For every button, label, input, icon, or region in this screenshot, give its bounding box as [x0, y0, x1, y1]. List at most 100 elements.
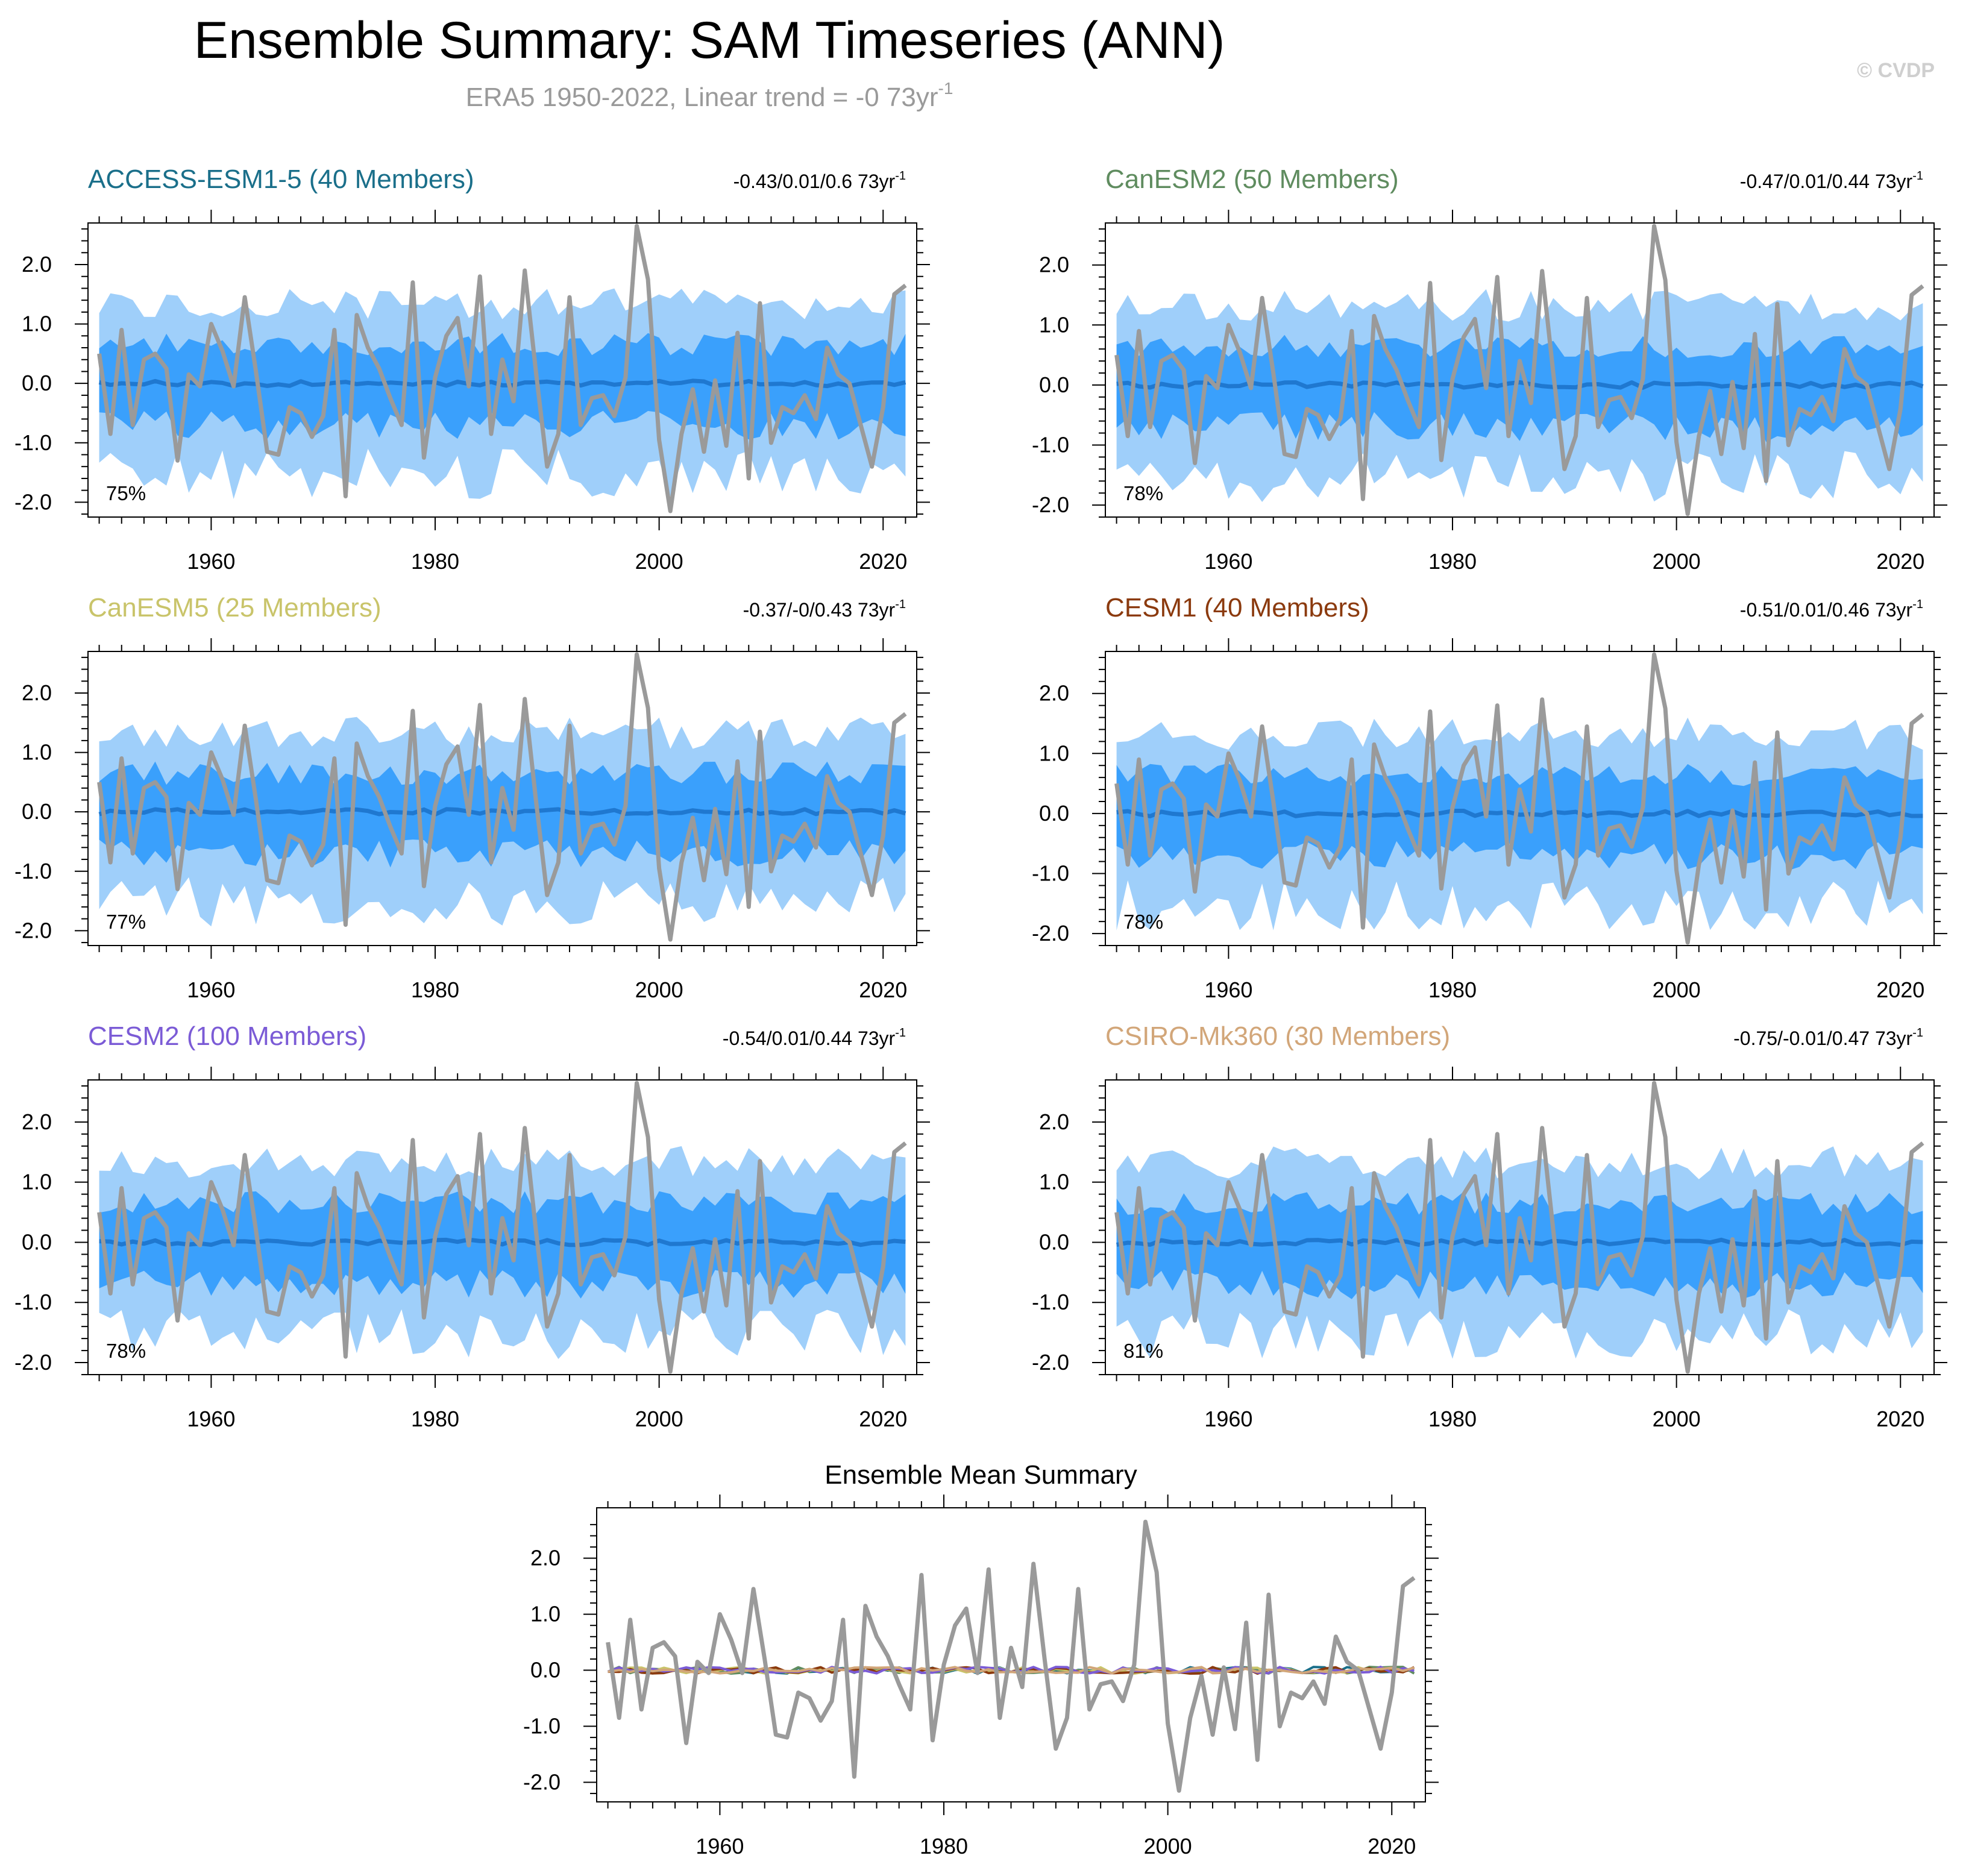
panel-title: CanESM2 (50 Members)	[1105, 165, 1399, 194]
percent-label: 77%	[106, 911, 146, 933]
x-tick-label: 2020	[1876, 1407, 1924, 1431]
trend-sup: -1	[1912, 598, 1923, 611]
trend-sup: -1	[895, 1026, 906, 1040]
y-tick-label: -1.0	[14, 430, 52, 455]
x-tick-label: 2000	[1653, 1407, 1701, 1431]
observations-line	[1114, 652, 1924, 945]
panel-title: Ensemble Mean Summary	[824, 1460, 1137, 1490]
panel-title: CanESM5 (25 Members)	[88, 593, 382, 623]
y-tick-label: -2.0	[1032, 1350, 1069, 1375]
trend-sup: -1	[895, 598, 906, 611]
trend-text: -0.51/0.01/0.46 73yr	[1740, 599, 1913, 621]
y-tick-label: 0.0	[1039, 1229, 1069, 1254]
y-tick-label: -2.0	[523, 1769, 561, 1794]
chart-panel-1: 1960 1980 2000 2020 2.0 1.0 0.0 -1.0 -2.0 ACCESS-…	[14, 165, 930, 574]
x-tick-label: 1980	[411, 549, 459, 574]
panel-title: CESM1 (40 Members)	[1105, 593, 1369, 623]
y-tick-label: -1.0	[1032, 1290, 1069, 1314]
x-tick-label: 2020	[1876, 549, 1924, 574]
observations-line	[1114, 1081, 1924, 1374]
y-tick-label: -1.0	[523, 1714, 561, 1739]
x-tick-label: 1980	[411, 977, 459, 1002]
plot-area	[1114, 1081, 1924, 1374]
chart-panel-4: 1960 1980 2000 2020 2.0 1.0 0.0 -1.0 -2.0 CESM1 (…	[1032, 593, 1947, 1002]
x-tick-label: 1980	[920, 1834, 968, 1859]
y-tick-label: 2.0	[22, 680, 52, 705]
y-tick-label: 2.0	[22, 1109, 52, 1134]
y-tick-label: -1.0	[14, 1290, 52, 1314]
trend-text: -0.54/0.01/0.44 73yr	[723, 1027, 896, 1049]
y-tick-label: -1.0	[1032, 432, 1069, 457]
plot-area	[1114, 652, 1924, 945]
trend-text: -0.75/-0.01/0.47 73yr	[1733, 1027, 1912, 1049]
ensemble-inner-band	[99, 761, 906, 868]
observations-line	[97, 652, 907, 942]
y-tick-label: 1.0	[22, 1170, 52, 1194]
trend-text: -0.43/0.01/0.6 73yr	[733, 171, 896, 192]
y-tick-label: -1.0	[14, 859, 52, 883]
x-tick-label: 1960	[1204, 549, 1252, 574]
trend-sup: -1	[1912, 1026, 1923, 1040]
y-tick-label: 1.0	[1039, 741, 1069, 765]
panel-title: ACCESS-ESM1-5 (40 Members)	[88, 165, 474, 194]
y-tick-label: 2.0	[1039, 253, 1069, 277]
panels-group: 1960 1980 2000 2020 2.0 1.0 0.0 -1.0 -2.0 ACCESS-…	[14, 165, 1947, 1859]
trend-label: -0.51/0.01/0.46 73yr-1	[1740, 598, 1923, 621]
y-tick-label: -2.0	[1032, 921, 1069, 946]
trend-label: -0.54/0.01/0.44 73yr-1	[723, 1026, 906, 1049]
y-tick-label: 0.0	[22, 1229, 52, 1254]
x-tick-label: 1960	[187, 1407, 235, 1431]
y-tick-label: 0.0	[22, 371, 52, 395]
percent-label: 78%	[1123, 482, 1163, 504]
observations-line	[1114, 224, 1924, 516]
chart-panel-5: 1960 1980 2000 2020 2.0 1.0 0.0 -1.0 -2.0 CESM2 (…	[14, 1021, 930, 1431]
trend-label: -0.43/0.01/0.6 73yr-1	[733, 169, 906, 192]
y-tick-label: 2.0	[22, 252, 52, 277]
x-tick-label: 1960	[1204, 1407, 1252, 1431]
plot-area	[97, 224, 907, 513]
plot-area	[97, 652, 907, 942]
x-tick-label: 2020	[1876, 977, 1924, 1002]
chart-panel-2: 1960 1980 2000 2020 2.0 1.0 0.0 -1.0 -2.0 CanESM2…	[1032, 165, 1947, 574]
trend-label: -0.75/-0.01/0.47 73yr-1	[1733, 1026, 1923, 1049]
y-tick-label: 2.0	[530, 1546, 561, 1570]
panel-title: CESM2 (100 Members)	[88, 1021, 366, 1051]
trend-sup: -1	[895, 169, 906, 183]
chart-panel-7: 1960 1980 2000 2020 2.0 1.0 0.0 -1.0 -2.0 Ensembl…	[523, 1460, 1439, 1859]
plot-area	[606, 1519, 1416, 1793]
x-tick-label: 2000	[1144, 1834, 1192, 1859]
panel-title: CSIRO-Mk360 (30 Members)	[1105, 1021, 1450, 1051]
chart-panel-3: 1960 1980 2000 2020 2.0 1.0 0.0 -1.0 -2.0 CanESM5…	[14, 593, 930, 1002]
y-tick-label: 2.0	[1039, 681, 1069, 706]
y-tick-label: 1.0	[22, 740, 52, 765]
observations-line	[97, 1081, 907, 1374]
y-tick-label: 0.0	[1039, 801, 1069, 826]
chart-panel-6: 1960 1980 2000 2020 2.0 1.0 0.0 -1.0 -2.0 CSIRO-M…	[1032, 1021, 1947, 1431]
page-title: Ensemble Summary: SAM Timeseries (ANN)	[194, 11, 1225, 69]
x-tick-label: 1980	[1428, 977, 1477, 1002]
y-tick-label: -1.0	[1032, 861, 1069, 885]
y-tick-label: 1.0	[530, 1602, 561, 1627]
y-tick-label: 0.0	[22, 799, 52, 824]
percent-label: 81%	[1123, 1340, 1163, 1362]
x-tick-label: 2000	[635, 1407, 683, 1431]
y-tick-label: 1.0	[1039, 1170, 1069, 1194]
x-tick-label: 2020	[859, 977, 907, 1002]
x-tick-label: 2000	[635, 977, 683, 1002]
trend-sup: -1	[1912, 169, 1923, 183]
page-subtitle-text: ERA5 1950-2022, Linear trend = -0 73yr	[466, 83, 938, 112]
y-tick-label: -2.0	[1032, 492, 1069, 517]
plot-area	[97, 1081, 907, 1374]
x-tick-label: 1960	[1204, 977, 1252, 1002]
y-tick-label: 1.0	[22, 312, 52, 336]
x-tick-label: 1980	[1428, 1407, 1477, 1431]
x-tick-label: 2000	[635, 549, 683, 574]
x-tick-label: 1980	[1428, 549, 1477, 574]
page-subtitle: ERA5 1950-2022, Linear trend = -0 73yr-1	[466, 79, 953, 112]
observations-line	[97, 224, 907, 513]
x-tick-label: 1960	[696, 1834, 744, 1859]
copyright-label: © CVDP	[1857, 59, 1935, 82]
y-tick-label: 0.0	[1039, 372, 1069, 397]
trend-label: -0.37/-0/0.43 73yr-1	[743, 598, 906, 621]
